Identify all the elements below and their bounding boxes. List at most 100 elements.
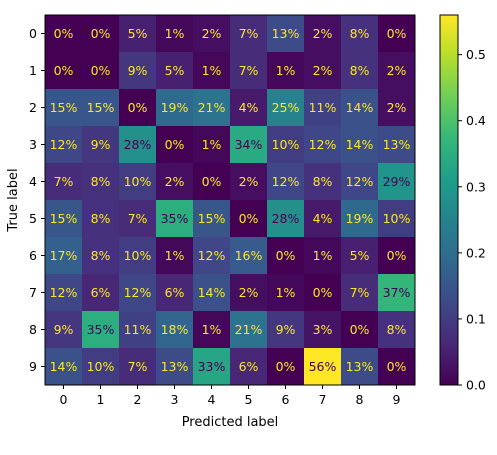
- heatmap-cell-4-6: [267, 163, 305, 201]
- cell-label-1-4: 1%: [202, 63, 222, 78]
- cell-label-9-9: 0%: [387, 359, 407, 374]
- plot-frame: [44, 14, 416, 386]
- x-tick-label-4: 4: [208, 392, 216, 407]
- heatmap-cell-4-0: [45, 163, 83, 201]
- heatmap-cell-6-8: [341, 237, 379, 275]
- cell-label-5-7: 4%: [313, 211, 333, 226]
- cell-label-7-5: 2%: [239, 285, 259, 300]
- cell-label-0-3: 1%: [165, 26, 185, 41]
- heatmap-cell-8-5: [230, 311, 268, 349]
- heatmap-cell-0-2: [119, 15, 157, 53]
- heatmap-cell-3-8: [341, 126, 379, 164]
- heatmap-cell-4-8: [341, 163, 379, 201]
- heatmap-cell-4-4: [193, 163, 231, 201]
- heatmap-cell-2-3: [156, 89, 194, 127]
- cell-label-3-0: 12%: [50, 137, 78, 152]
- cell-label-1-3: 5%: [165, 63, 185, 78]
- heatmap-cell-3-9: [378, 126, 416, 164]
- cell-label-3-9: 13%: [383, 137, 411, 152]
- heatmap-cell-8-0: [45, 311, 83, 349]
- heatmap-cell-5-2: [119, 200, 157, 238]
- heatmap-cell-4-7: [304, 163, 342, 201]
- cell-label-8-6: 9%: [276, 322, 296, 337]
- heatmap-cell-2-7: [304, 89, 342, 127]
- heatmap-cell-3-0: [45, 126, 83, 164]
- cell-label-6-3: 1%: [165, 248, 185, 263]
- y-tick-label-1: 1: [29, 63, 37, 78]
- cell-label-2-4: 21%: [198, 100, 226, 115]
- cell-label-0-9: 0%: [387, 26, 407, 41]
- colorbar-ticks: 0.0 0.1 0.2 0.3 0.4 0.5: [458, 47, 486, 393]
- heatmap-cell-3-3: [156, 126, 194, 164]
- cell-label-2-3: 19%: [161, 100, 189, 115]
- cell-label-7-3: 6%: [165, 285, 185, 300]
- cell-label-3-1: 9%: [91, 137, 111, 152]
- heatmap-cell-8-2: [119, 311, 157, 349]
- cell-label-2-1: 15%: [87, 100, 115, 115]
- heatmap-cell-2-0: [45, 89, 83, 127]
- heatmap-cell-7-2: [119, 274, 157, 312]
- heatmap-cell-9-9: [378, 348, 416, 386]
- heatmap-cell-8-3: [156, 311, 194, 349]
- cell-label-1-0: 0%: [54, 63, 74, 78]
- cell-label-1-2: 9%: [128, 63, 148, 78]
- cell-label-2-5: 4%: [239, 100, 259, 115]
- heatmap-cell-1-7: [304, 52, 342, 90]
- y-tick-label-0: 0: [29, 26, 37, 41]
- heatmap-cell-1-0: [45, 52, 83, 90]
- heatmap-cell-1-4: [193, 52, 231, 90]
- heatmap-cell-6-7: [304, 237, 342, 275]
- heatmap-cell-4-5: [230, 163, 268, 201]
- cell-label-8-3: 18%: [161, 322, 189, 337]
- cell-label-4-1: 8%: [91, 174, 111, 189]
- cell-label-0-8: 8%: [350, 26, 370, 41]
- cell-label-0-5: 7%: [239, 26, 259, 41]
- heatmap-cell-0-1: [82, 15, 120, 53]
- heatmap-cell-5-3: [156, 200, 194, 238]
- x-tick-label-9: 9: [393, 392, 401, 407]
- cell-label-9-0: 14%: [50, 359, 78, 374]
- y-axis-ticks: 0 1 2 3 4 5 6 7 8 9: [29, 26, 45, 374]
- cell-label-6-6: 0%: [276, 248, 296, 263]
- cell-label-9-3: 13%: [161, 359, 189, 374]
- cell-label-1-6: 1%: [276, 63, 296, 78]
- y-tick-label-9: 9: [29, 359, 37, 374]
- cell-label-5-3: 35%: [161, 211, 189, 226]
- cell-label-8-4: 1%: [202, 322, 222, 337]
- heatmap-cell-0-4: [193, 15, 231, 53]
- heatmap-cell-7-1: [82, 274, 120, 312]
- colorbar: [439, 14, 459, 386]
- cell-label-1-7: 2%: [313, 63, 333, 78]
- heatmap-cell-5-8: [341, 200, 379, 238]
- y-tick-label-2: 2: [29, 100, 37, 115]
- cell-label-3-8: 14%: [346, 137, 374, 152]
- x-tick-label-2: 2: [134, 392, 142, 407]
- cell-label-8-0: 9%: [54, 322, 74, 337]
- cell-label-9-1: 10%: [87, 359, 115, 374]
- heatmap-cell-9-2: [119, 348, 157, 386]
- heatmap-cell-1-9: [378, 52, 416, 90]
- heatmap-cell-5-4: [193, 200, 231, 238]
- heatmap-cell-3-1: [82, 126, 120, 164]
- heatmap-cell-1-5: [230, 52, 268, 90]
- y-tick-label-6: 6: [29, 248, 37, 263]
- heatmap-cell-6-0: [45, 237, 83, 275]
- heatmap-cell-8-7: [304, 311, 342, 349]
- heatmap-cell-9-0: [45, 348, 83, 386]
- heatmap-cell-5-0: [45, 200, 83, 238]
- heatmap-cell-labels: 0% 0% 5% 1% 2% 7% 13% 2% 8% 0% 0% 0% 9% 5% 1% 7% 1% 2% 8% 2…: [50, 26, 411, 374]
- cell-label-3-6: 10%: [272, 137, 300, 152]
- cell-label-7-9: 37%: [383, 285, 411, 300]
- cell-label-8-7: 3%: [313, 322, 333, 337]
- cell-label-1-1: 0%: [91, 63, 111, 78]
- cell-label-7-1: 6%: [91, 285, 111, 300]
- heatmap-cell-5-1: [82, 200, 120, 238]
- heatmap-cell-8-6: [267, 311, 305, 349]
- heatmap-cell-2-1: [82, 89, 120, 127]
- heatmap-cell-9-7: [304, 348, 342, 386]
- cell-label-2-2: 0%: [128, 100, 148, 115]
- cell-label-6-4: 12%: [198, 248, 226, 263]
- colorbar-tick-label-3: 0.3: [466, 179, 486, 194]
- heatmap-cell-6-3: [156, 237, 194, 275]
